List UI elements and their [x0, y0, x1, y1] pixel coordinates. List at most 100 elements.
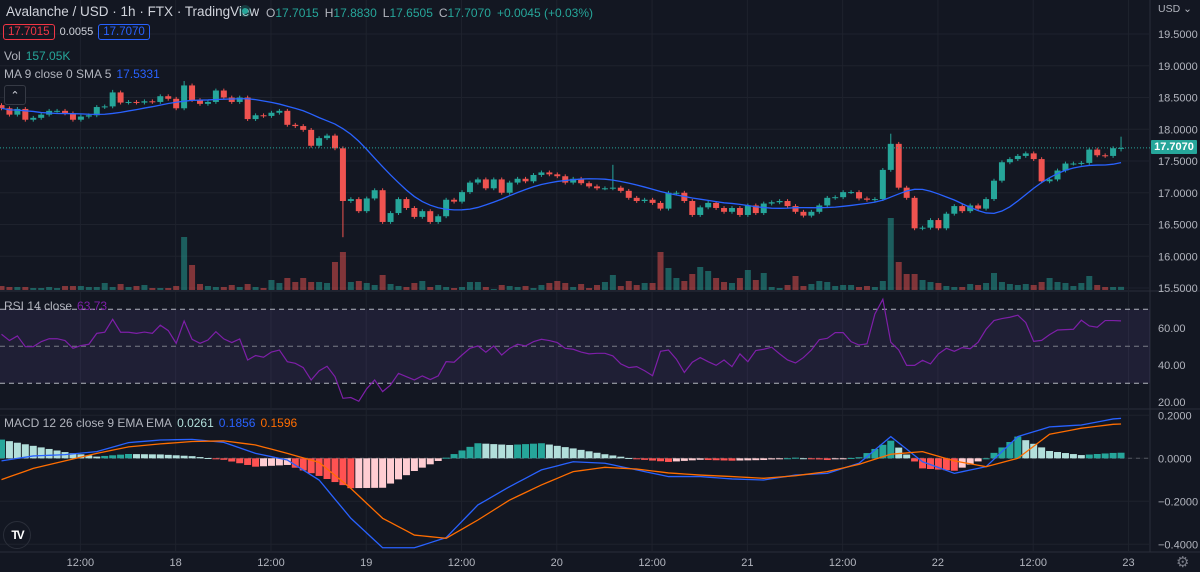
candle-body: [228, 97, 235, 102]
tradingview-logo[interactable]: TV: [3, 521, 31, 549]
macd-histogram-bar: [649, 458, 657, 461]
macd-histogram-bar: [148, 454, 156, 459]
volume-bar: [943, 286, 950, 290]
macd-histogram-bar: [545, 444, 553, 459]
candle-body: [109, 92, 116, 107]
volume-bar: [30, 288, 37, 290]
ma-legend[interactable]: MA 9 close 0 SMA 5 17.5331: [4, 67, 160, 81]
volume-bar: [459, 287, 466, 290]
macd-histogram-bar: [934, 458, 942, 470]
candle-body: [1006, 159, 1013, 163]
volume-bar: [776, 288, 783, 290]
macd-histogram-bar: [1038, 447, 1046, 459]
collapse-legend-button[interactable]: ⌃: [4, 85, 26, 105]
volume-bar: [316, 282, 323, 290]
volume-legend-label: Vol: [4, 49, 21, 63]
macd-histogram-bar: [37, 447, 45, 459]
volume-bar: [252, 287, 259, 290]
price-axis-label: 19.0000: [1158, 61, 1198, 73]
candle-body: [776, 201, 783, 203]
candle-body: [824, 197, 831, 206]
candle-body: [204, 101, 211, 104]
macd-histogram-bar: [807, 458, 815, 460]
currency-selector[interactable]: USD ⌄: [1158, 3, 1192, 15]
volume-bar: [355, 281, 362, 290]
candle-body: [570, 178, 577, 183]
macd-histogram-bar: [109, 455, 117, 459]
candle-body: [641, 199, 648, 202]
candle-body: [363, 198, 370, 212]
volume-bar: [62, 286, 69, 290]
macd-histogram-bar: [299, 458, 307, 471]
volume-bar: [181, 237, 188, 290]
macd-histogram-bar: [117, 454, 125, 459]
macd-histogram-bar: [188, 456, 196, 459]
volume-bar: [546, 283, 553, 290]
macd-histogram-bar: [1077, 455, 1085, 459]
volume-bar: [1110, 287, 1117, 290]
candle-body: [506, 182, 513, 193]
candle-body: [975, 205, 982, 209]
macd-histogram-bar: [553, 445, 561, 459]
candle-body: [895, 143, 902, 188]
macd-histogram-bar: [498, 444, 506, 459]
price-axis-label: 18.0000: [1158, 124, 1198, 136]
volume-bar: [903, 274, 910, 290]
high-value: 17.8830: [333, 6, 377, 20]
macd-histogram-bar: [672, 458, 680, 462]
macd-histogram-bar: [1085, 454, 1093, 459]
candle-body: [959, 206, 966, 212]
macd-histogram-bar: [355, 458, 363, 489]
volume-bar: [77, 286, 84, 290]
volume-bar: [975, 285, 982, 290]
macd-histogram-bar: [347, 458, 355, 489]
macd-histogram-bar: [776, 458, 784, 460]
macd-histogram-bar: [442, 457, 450, 459]
macd-histogram-bar: [601, 454, 609, 459]
macd-histogram-bar: [903, 454, 911, 459]
candle-body: [728, 207, 735, 212]
macd-histogram-bar: [617, 456, 625, 459]
volume-bar: [284, 278, 291, 290]
macd-histogram-bar: [871, 448, 879, 459]
candle-body: [522, 178, 529, 182]
volume-bar: [228, 285, 235, 290]
candle-body: [871, 199, 878, 201]
volume-bar: [117, 284, 124, 290]
macd-histogram-bar: [657, 458, 665, 462]
candle-body: [657, 202, 664, 209]
macd-histogram-bar: [1061, 453, 1069, 459]
volume-bar: [165, 288, 172, 290]
volume-bar: [189, 265, 196, 290]
macd-axis-label: 0.2000: [1158, 410, 1192, 422]
gear-icon[interactable]: ⚙: [1176, 554, 1190, 571]
macd-histogram-bar: [879, 444, 887, 459]
candle-body: [197, 100, 203, 104]
volume-bar: [641, 283, 648, 290]
time-axis-label: 23: [1122, 557, 1134, 569]
volume-bar: [1070, 286, 1077, 290]
macd-histogram-bar: [990, 452, 998, 459]
candle-body: [403, 199, 410, 208]
volume-bar: [673, 278, 680, 290]
macd-legend[interactable]: MACD 12 26 close 9 EMA EMA 0.0261 0.1856…: [4, 416, 297, 430]
macd-histogram-bar: [252, 458, 260, 467]
candle-body: [316, 138, 323, 146]
candle-body: [832, 197, 839, 199]
candle-body: [530, 174, 537, 182]
macd-histogram-bar: [236, 458, 244, 464]
symbol-title[interactable]: Avalanche / USD · 1h · FTX · TradingView: [6, 4, 259, 19]
candle-body: [538, 172, 545, 175]
change-value: +0.0045 (+0.03%): [496, 6, 594, 20]
sell-button[interactable]: 17.7015: [3, 24, 55, 40]
volume-legend[interactable]: Vol 157.05K: [4, 49, 70, 63]
candle-body: [911, 197, 918, 229]
volume-bar: [490, 289, 497, 290]
volume-bar: [268, 280, 275, 290]
rsi-legend[interactable]: RSI 14 close 63.73: [4, 299, 107, 313]
candle-body: [578, 178, 585, 184]
volume-bar: [498, 285, 505, 290]
macd-histogram-bar: [402, 458, 410, 476]
buy-button[interactable]: 17.7070: [98, 24, 150, 40]
